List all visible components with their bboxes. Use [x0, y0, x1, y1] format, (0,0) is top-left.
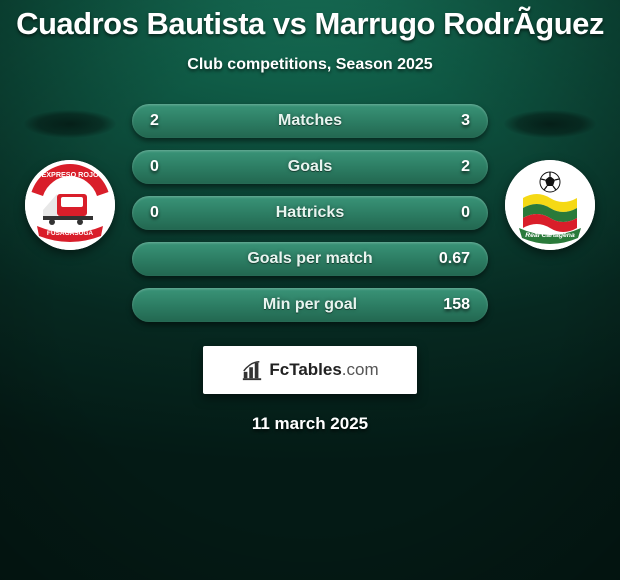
stat-left-value: 0 — [150, 196, 159, 230]
stat-right-value: 2 — [461, 150, 470, 184]
main-row: EXPRESO ROJO FUSAGASUGA 2 Matches — [0, 104, 620, 322]
page-title: Cuadros Bautista vs Marrugo RodrÃ­guez — [0, 6, 620, 42]
crest-expreso-rojo: EXPRESO ROJO FUSAGASUGA — [25, 160, 115, 250]
stat-row-min-per-goal: Min per goal 158 — [132, 288, 488, 322]
left-team-column: EXPRESO ROJO FUSAGASUGA — [20, 104, 120, 250]
brand-name: FcTables — [269, 360, 341, 379]
brand-text: FcTables.com — [269, 360, 378, 380]
stat-row-matches: 2 Matches 3 — [132, 104, 488, 138]
stat-label: Goals per match — [247, 250, 372, 268]
crest-real-cartagena: Real Cartagena — [505, 160, 595, 250]
expreso-rojo-icon: EXPRESO ROJO FUSAGASUGA — [25, 160, 115, 250]
stat-right-value: 3 — [461, 104, 470, 138]
real-cartagena-icon: Real Cartagena — [505, 160, 595, 250]
stat-label: Matches — [278, 112, 342, 130]
stat-right-value: 0.67 — [439, 242, 470, 276]
player-shadow-right — [504, 110, 596, 138]
svg-text:Real Cartagena: Real Cartagena — [525, 232, 575, 239]
right-team-column: Real Cartagena — [500, 104, 600, 250]
stat-right-value: 0 — [461, 196, 470, 230]
page-subtitle: Club competitions, Season 2025 — [0, 56, 620, 74]
stat-right-value: 158 — [443, 288, 470, 322]
date-text: 11 march 2025 — [0, 414, 620, 434]
stat-label: Goals — [288, 158, 332, 176]
bar-chart-icon — [241, 359, 263, 381]
stat-row-goals-per-match: Goals per match 0.67 — [132, 242, 488, 276]
stat-label: Min per goal — [263, 296, 357, 314]
brand-box: FcTables.com — [203, 346, 417, 394]
svg-text:FUSAGASUGA: FUSAGASUGA — [47, 230, 94, 237]
content-root: Cuadros Bautista vs Marrugo RodrÃ­guez C… — [0, 0, 620, 580]
stat-left-value: 2 — [150, 104, 159, 138]
player-shadow-left — [24, 110, 116, 138]
stat-label: Hattricks — [276, 204, 344, 222]
brand-suffix: .com — [342, 360, 379, 379]
stat-left-value: 0 — [150, 150, 159, 184]
stat-row-hattricks: 0 Hattricks 0 — [132, 196, 488, 230]
stats-column: 2 Matches 3 0 Goals 2 0 Hattricks 0 Goal… — [132, 104, 488, 322]
svg-text:EXPRESO ROJO: EXPRESO ROJO — [41, 170, 99, 179]
stat-row-goals: 0 Goals 2 — [132, 150, 488, 184]
